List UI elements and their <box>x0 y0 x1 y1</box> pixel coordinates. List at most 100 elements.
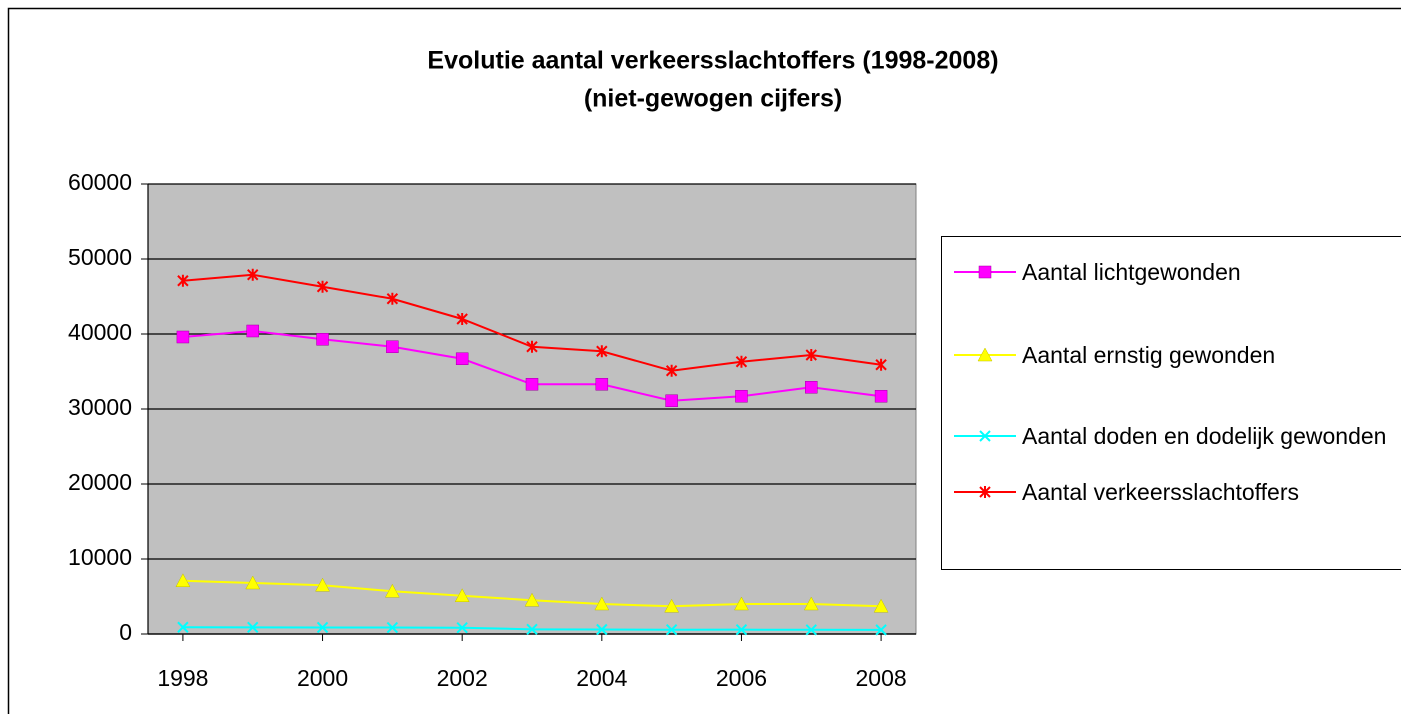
marker <box>803 596 819 611</box>
marker <box>247 268 259 281</box>
x-tick-label: 1998 <box>157 665 208 691</box>
marker-part <box>735 390 748 403</box>
marker-part <box>979 430 991 442</box>
marker <box>384 583 400 598</box>
marker <box>247 621 259 634</box>
marker-part <box>734 596 749 611</box>
chart-title: Evolutie aantal verkeersslachtoffers (19… <box>427 47 998 75</box>
legend-label: Aantal lichtgewonden <box>1022 259 1241 285</box>
marker-part <box>247 621 259 634</box>
chart-subtitle: (niet-gewogen cijfers) <box>584 85 842 113</box>
legend-item: Aantal lichtgewonden <box>954 257 1400 287</box>
x-tick-label: 2006 <box>716 665 767 691</box>
marker <box>875 358 887 371</box>
marker <box>979 430 991 442</box>
marker-part <box>664 598 680 613</box>
marker-part <box>315 577 330 592</box>
marker <box>665 624 678 636</box>
marker <box>875 624 887 636</box>
marker-part <box>665 394 678 407</box>
legend-item: Aantal doden en dodelijk gewonden <box>954 421 1400 451</box>
marker-part <box>316 280 329 293</box>
marker-part <box>596 345 608 358</box>
marker-part <box>245 575 261 590</box>
marker <box>735 355 748 368</box>
marker-part <box>805 624 817 636</box>
marker <box>316 280 329 293</box>
marker <box>177 274 189 287</box>
y-tick-label: 20000 <box>68 469 132 495</box>
marker-part <box>177 621 189 633</box>
marker-part <box>977 347 993 362</box>
marker-part <box>247 268 259 281</box>
marker <box>978 265 992 279</box>
marker-part <box>175 573 191 587</box>
marker-part <box>316 333 329 346</box>
marker <box>175 573 191 587</box>
marker-part <box>386 621 399 634</box>
marker-part <box>594 596 610 611</box>
marker <box>245 575 261 590</box>
marker <box>386 621 399 634</box>
marker <box>526 623 538 636</box>
marker <box>805 381 818 394</box>
marker-part <box>524 592 540 607</box>
marker-part <box>805 349 817 361</box>
marker-part <box>874 390 888 403</box>
marker-part <box>525 378 539 391</box>
marker-part <box>978 265 992 279</box>
marker <box>596 623 608 636</box>
marker-part <box>979 486 991 498</box>
marker <box>595 378 609 391</box>
marker-part <box>805 381 818 394</box>
marker-part <box>875 624 887 636</box>
legend-item: Aantal verkeersslachtoffers <box>954 477 1400 507</box>
y-tick-label: 40000 <box>68 319 132 345</box>
marker-part <box>386 340 399 353</box>
marker-part <box>384 583 400 598</box>
marker <box>596 345 608 358</box>
marker <box>525 378 539 391</box>
marker-part <box>735 623 748 636</box>
marker <box>594 596 610 611</box>
legend: Aantal lichtgewonden Aantal ernstig gewon… <box>941 236 1401 570</box>
x-tick-label: 2004 <box>576 665 627 691</box>
marker <box>316 621 329 634</box>
marker <box>977 347 993 362</box>
marker-part <box>665 624 678 636</box>
marker <box>455 352 469 365</box>
marker <box>805 349 817 361</box>
marker-part <box>454 588 470 602</box>
legend-swatch <box>954 430 1016 442</box>
marker <box>735 390 748 403</box>
marker <box>386 340 399 353</box>
y-tick-label: 30000 <box>68 394 132 420</box>
marker-part <box>456 621 468 634</box>
marker <box>805 624 817 636</box>
marker <box>873 598 889 613</box>
marker-part <box>526 340 538 353</box>
marker-part <box>177 274 189 287</box>
marker-part <box>873 598 889 613</box>
marker-part <box>526 623 538 636</box>
marker <box>979 486 991 498</box>
marker-part <box>455 352 469 365</box>
marker <box>456 313 468 325</box>
marker-part <box>665 364 678 377</box>
legend-swatch <box>954 265 1016 279</box>
legend-label: Aantal doden en dodelijk gewonden <box>1022 423 1387 449</box>
marker <box>526 340 538 353</box>
marker-part <box>875 358 887 371</box>
marker-part <box>176 330 190 344</box>
marker-part <box>596 623 608 636</box>
y-tick-label: 0 <box>119 619 132 645</box>
marker <box>386 292 399 305</box>
marker <box>316 333 329 346</box>
y-tick-label: 50000 <box>68 244 132 270</box>
y-tick-label: 60000 <box>68 169 132 195</box>
x-tick-label: 2000 <box>297 665 348 691</box>
marker-part <box>803 596 819 611</box>
x-tick-label: 2002 <box>437 665 488 691</box>
marker-part <box>735 355 748 368</box>
marker-part <box>246 324 259 338</box>
